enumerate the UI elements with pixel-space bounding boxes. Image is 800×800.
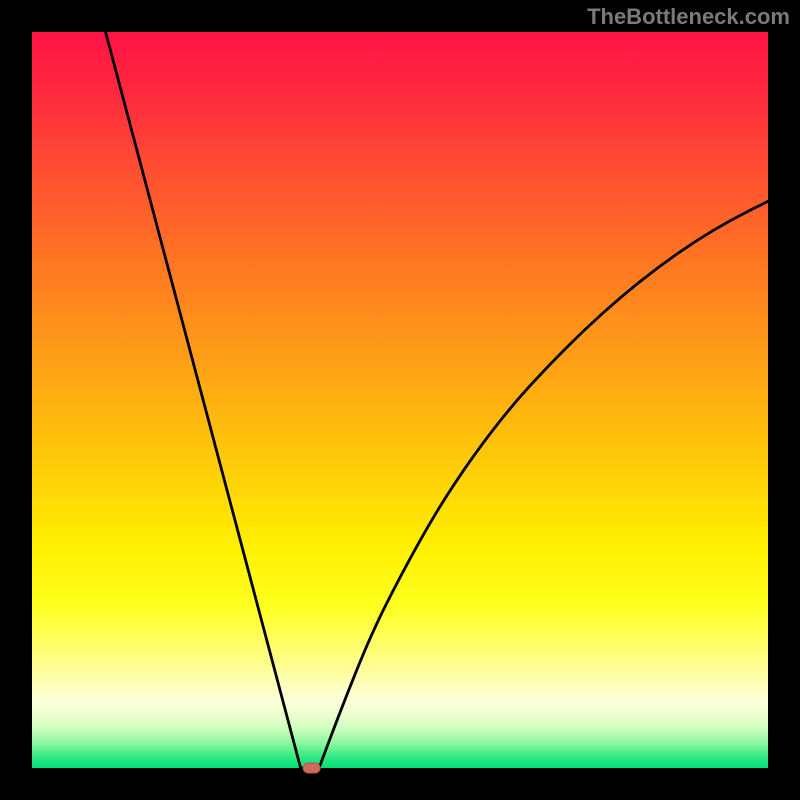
- optimal-point-marker: [303, 763, 320, 773]
- watermark-text: TheBottleneck.com: [587, 4, 790, 30]
- plot-background: [32, 32, 768, 768]
- bottleneck-chart: [0, 0, 800, 800]
- chart-container: TheBottleneck.com: [0, 0, 800, 800]
